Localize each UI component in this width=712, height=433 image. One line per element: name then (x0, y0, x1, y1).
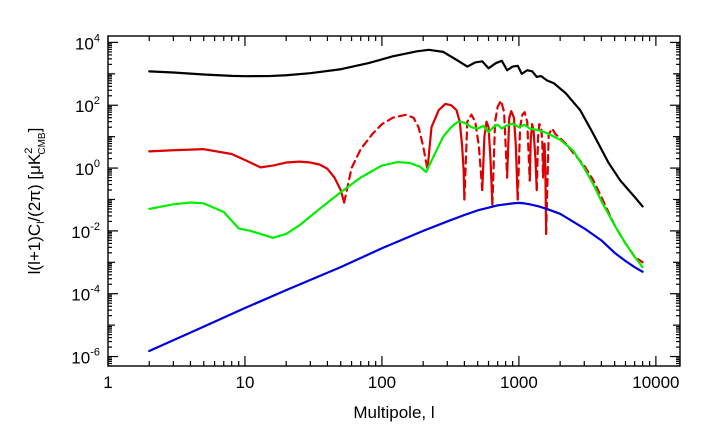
y-tick-label: 10-6 (71, 347, 100, 368)
series-line-3 (426, 102, 466, 201)
series-line-2 (343, 113, 429, 204)
x-tick-label: 10000 (632, 373, 679, 392)
x-tick-label: 10 (236, 373, 255, 392)
series-line-5 (481, 120, 494, 206)
y-tick-label: 100 (75, 158, 100, 179)
series-line-12 (545, 127, 644, 264)
x-axis-label: Multipole, l (353, 403, 434, 422)
y-axis-label: l(l+1)Cl/(2π) [μK2 CMB] (23, 128, 48, 275)
x-tick-label: 100 (368, 373, 396, 392)
series-line-14 (148, 201, 644, 353)
axis-ticks: 1 10 100 1000 10000 10-6 10-4 10-2 100 102 104 (71, 32, 680, 392)
series-line-1 (148, 148, 346, 204)
series-line-11 (541, 142, 548, 236)
y-tick-label: 104 (75, 32, 100, 53)
series-line-7 (506, 110, 519, 201)
plot-area (148, 48, 644, 353)
y-tick-label: 10-4 (71, 284, 100, 305)
x-tick-label: 1 (103, 373, 112, 392)
x-tick-label: 1000 (500, 373, 538, 392)
series-line-8 (516, 111, 531, 201)
y-tick-label: 102 (75, 95, 100, 116)
series-line-10 (535, 123, 545, 192)
y-tick-label: 10-2 (71, 221, 100, 242)
series-line-6 (491, 99, 509, 206)
series-line-0 (148, 48, 644, 208)
series-line-9 (528, 123, 538, 192)
plot-frame (107, 35, 681, 367)
series-line-13 (148, 120, 644, 269)
series-line-4 (463, 113, 484, 201)
